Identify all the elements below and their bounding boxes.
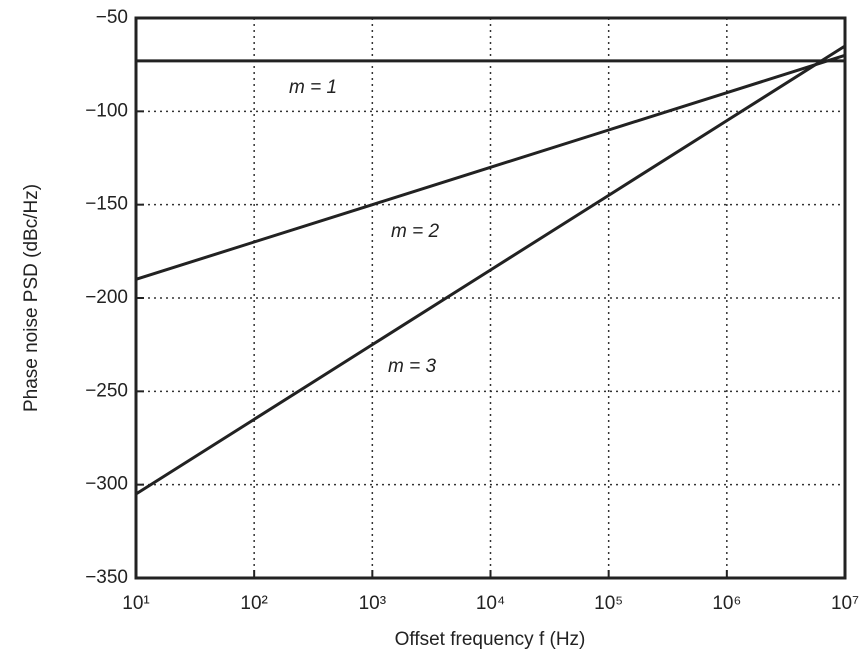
y-tick-label: −300: [85, 474, 128, 495]
x-axis-label: Offset frequency f (Hz): [395, 629, 586, 650]
y-tick-label: −50: [96, 7, 128, 28]
series-line: [135, 44, 846, 496]
x-tick-label: 10⁶: [712, 593, 741, 614]
x-tick-label: 10⁷: [831, 593, 859, 614]
y-tick-label: −200: [85, 287, 128, 308]
x-tick-label: 10³: [359, 593, 386, 614]
x-tick-label: 10⁵: [594, 593, 623, 614]
y-axis-label: Phase noise PSD (dBc/Hz): [21, 184, 42, 412]
y-tick-label: −250: [85, 380, 128, 401]
plot-frame: [134, 16, 847, 580]
series-label: m = 3: [388, 356, 436, 377]
x-tick-label: 10²: [240, 593, 267, 614]
x-tick-label: 10⁴: [476, 593, 505, 614]
series-line: [135, 53, 846, 281]
y-tick-label: −150: [85, 194, 128, 215]
series-label: m = 2: [391, 221, 439, 242]
y-tick-label: −350: [85, 567, 128, 588]
x-tick-label: 10¹: [122, 593, 149, 614]
y-tick-label: −100: [85, 100, 128, 121]
series-label: m = 1: [289, 77, 337, 98]
